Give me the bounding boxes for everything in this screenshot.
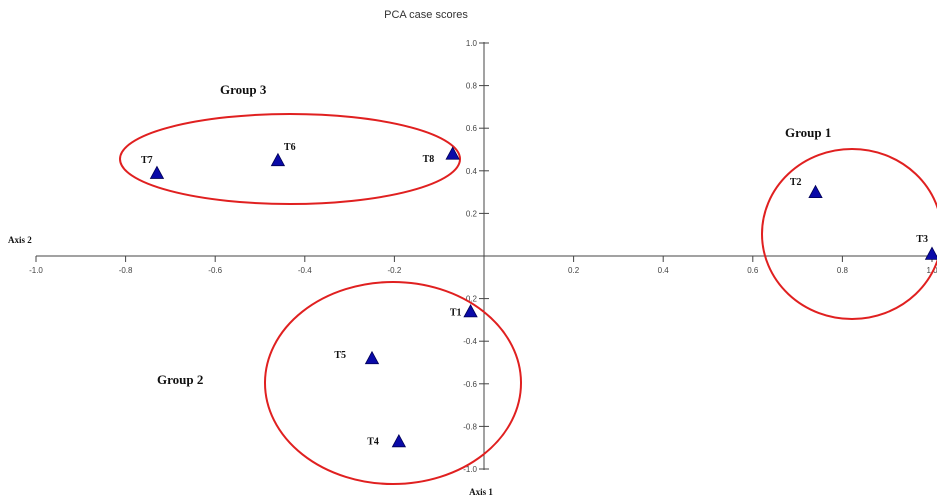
point-marker-t4 (391, 433, 407, 448)
y-tick-label: 0.4 (466, 167, 478, 176)
y-tick-label: 0.2 (466, 209, 478, 218)
point-label-t8: T8 (423, 154, 435, 165)
point-label-t5: T5 (334, 350, 346, 361)
point-label-t3: T3 (916, 234, 928, 245)
y-tick-label: 0.6 (466, 124, 478, 133)
data-points: T1 T2 T3 T4 T5 T6 T7 T8 (141, 142, 937, 447)
x-tick-label: 0.6 (747, 266, 759, 275)
point-label-t1: T1 (450, 307, 462, 318)
x-tick-label: 0.8 (837, 266, 849, 275)
x-tick-label: -1.0 (29, 266, 43, 275)
x-tick-label: -0.6 (208, 266, 222, 275)
chart-title: PCA case scores (384, 9, 468, 21)
x-tick-label: -0.2 (388, 266, 402, 275)
group-label-2: Group 2 (157, 372, 203, 387)
axis-ticks: -1.0 -0.8 -0.6 -0.4 -0.2 0.2 0.4 0.6 0.8 1.0 1.0 0.… (29, 39, 937, 474)
x-tick-label: 1.0 (926, 266, 937, 275)
point-marker-t6 (270, 152, 286, 167)
point-marker-t1 (463, 304, 478, 318)
group-2-ellipse (264, 281, 522, 485)
x-axis-name: Axis 1 (469, 487, 493, 497)
x-tick-label: -0.8 (119, 266, 133, 275)
y-tick-label: -0.6 (463, 380, 477, 389)
y-tick-label: 1.0 (466, 39, 478, 48)
x-tick-label: -0.4 (298, 266, 312, 275)
point-marker-t8 (445, 146, 460, 160)
point-label-t6: T6 (284, 142, 296, 153)
group-label-3: Group 3 (220, 82, 267, 97)
y-tick-label: 0.8 (466, 82, 478, 91)
group-labels: Group 3 Group 2 Group 1 (157, 82, 831, 387)
point-label-t2: T2 (790, 177, 802, 188)
y-tick-label: -0.4 (463, 337, 477, 346)
point-label-t4: T4 (367, 436, 379, 447)
y-tick-label: -1.0 (463, 465, 477, 474)
y-tick-label: -0.2 (463, 295, 477, 304)
point-marker-t5 (364, 350, 380, 365)
point-label-t7: T7 (141, 155, 153, 166)
group-1-ellipse (761, 148, 937, 320)
point-marker-t2 (808, 184, 823, 199)
y-axis-name: Axis 2 (8, 235, 32, 245)
y-tick-label: -0.8 (463, 422, 477, 431)
point-marker-t3 (924, 246, 937, 260)
group-3-ellipse (119, 113, 461, 205)
group-label-1: Group 1 (785, 125, 831, 140)
x-tick-label: 0.4 (658, 266, 670, 275)
group-ellipses (119, 113, 937, 485)
x-tick-label: 0.2 (568, 266, 580, 275)
point-marker-t7 (149, 165, 165, 179)
